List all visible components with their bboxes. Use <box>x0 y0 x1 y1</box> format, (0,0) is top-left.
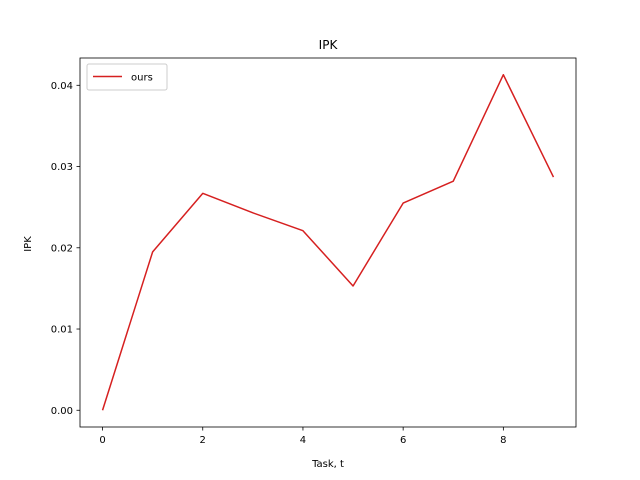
axes-frame <box>79 57 577 428</box>
axes: 0 2 4 6 8 0.00 0.01 0.02 0.03 0.04 <box>51 57 577 446</box>
chart-title: IPK <box>319 38 339 52</box>
y-tick-label: 0.04 <box>51 81 73 92</box>
series-line-ours <box>101 73 555 411</box>
y-tick-label: 0.03 <box>51 162 73 173</box>
y-tick-label: 0.01 <box>51 325 73 336</box>
legend: ours <box>86 63 168 91</box>
y-tick-label: 0.02 <box>51 243 73 254</box>
x-tick-label: 0 <box>99 435 105 446</box>
x-tick-label: 6 <box>400 435 406 446</box>
y-tick-label: 0.00 <box>51 406 73 417</box>
x-tick-label: 4 <box>300 435 306 446</box>
x-tick-label: 8 <box>500 435 506 446</box>
y-axis-label: IPK <box>23 236 34 252</box>
legend-box <box>86 63 168 91</box>
plot-content <box>101 73 555 411</box>
legend-label-ours: ours <box>131 73 153 84</box>
x-tick-label: 2 <box>200 435 206 446</box>
x-axis-label: Task, t <box>311 459 344 470</box>
